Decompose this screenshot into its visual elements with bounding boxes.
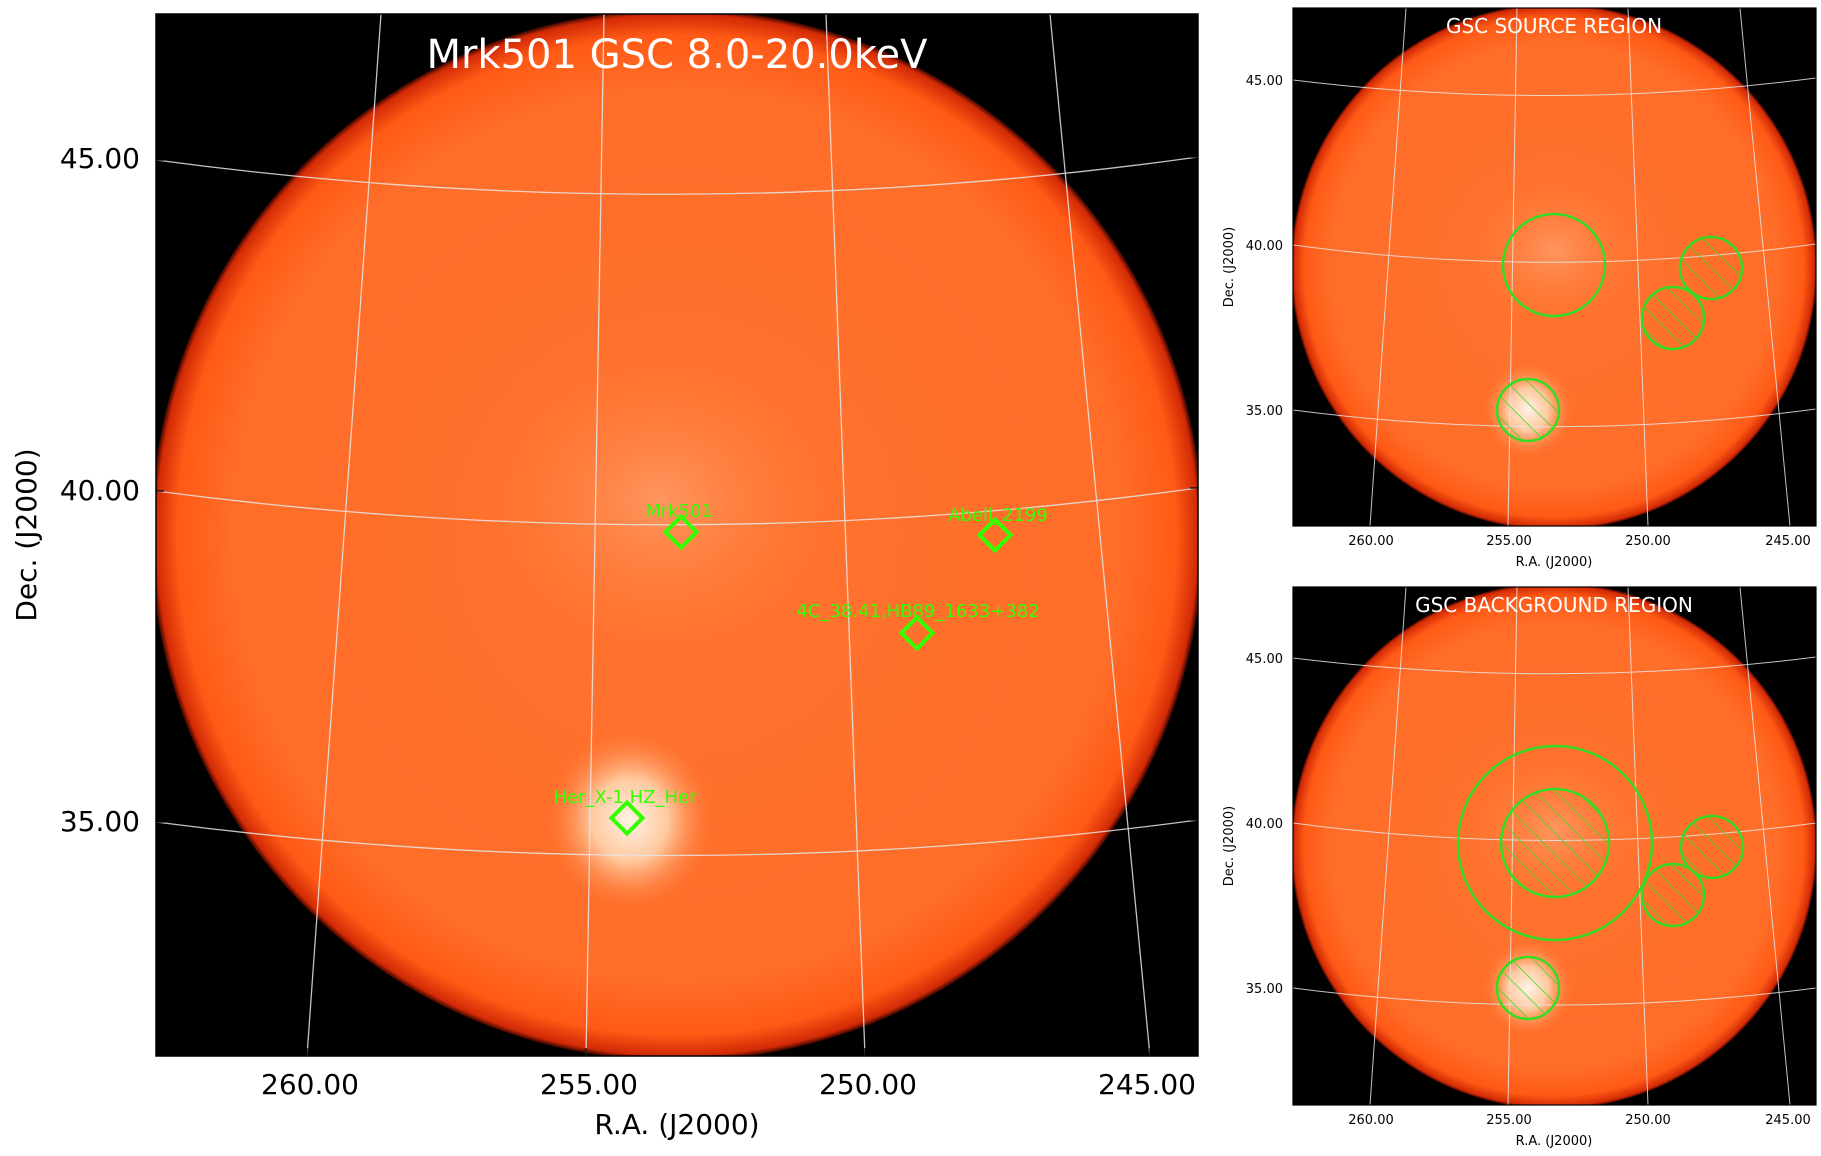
background-annulus-outer — [1456, 744, 1654, 942]
main-ylabel: Dec. (J2000) — [10, 448, 43, 621]
label-herx1: Her_X-1,HZ_Her — [554, 787, 698, 808]
main-title: Mrk501 GSC 8.0-20.0keV — [426, 32, 928, 78]
main-grid-dec-35 — [156, 819, 1198, 857]
source-excluded-herx1 — [1495, 377, 1561, 443]
background-excluded-abell2199 — [1679, 814, 1745, 880]
main-grid-dec-45 — [156, 156, 1198, 195]
background-region-panel: GSC BACKGROUND REGION 45.00 40.00 35.00 … — [1222, 586, 1817, 1149]
source-extraction-circle — [1501, 212, 1607, 318]
marker-herx1 — [608, 799, 646, 837]
background-panel-regions — [1495, 787, 1745, 1021]
background-excluded-herx1 — [1495, 955, 1561, 1021]
source-excluded-4c3841 — [1640, 285, 1706, 351]
source-ytick-40: 40.00 — [1246, 239, 1283, 254]
source-xlabel: R.A. (J2000) — [1516, 555, 1593, 570]
source-xtick-245: 245.00 — [1765, 534, 1811, 549]
background-excluded-4c3841 — [1640, 862, 1706, 928]
background-panel-frame — [1292, 586, 1817, 1106]
main-grid-ra-255 — [585, 14, 605, 1056]
main-xtick-260: 260.00 — [261, 1068, 359, 1101]
background-ytick-35: 35.00 — [1246, 982, 1283, 997]
label-mrk501: Mrk501 — [645, 501, 713, 522]
main-ytick-45: 45.00 — [60, 142, 140, 175]
marker-4c3841 — [898, 614, 936, 652]
main-faint-emission — [460, 330, 860, 670]
background-ytick-40: 40.00 — [1246, 817, 1283, 832]
source-ylabel: Dec. (J2000) — [1222, 227, 1237, 307]
main-grid-dec-40 — [156, 487, 1198, 526]
background-xtick-250: 250.00 — [1625, 1113, 1671, 1128]
main-grid-ra-245 — [1049, 14, 1151, 1056]
marker-abell2199 — [976, 516, 1014, 554]
background-xlabel: R.A. (J2000) — [1516, 1134, 1593, 1149]
source-region-panel: GSC SOURCE REGION 45.00 40.00 35.00 260.… — [1222, 7, 1817, 570]
source-panel-frame — [1292, 7, 1817, 527]
background-ylabel: Dec. (J2000) — [1222, 806, 1237, 886]
main-panel: Mrk501 Abell_2199 4C_38.41,HB89_1633+382… — [10, 13, 1199, 1141]
background-xtick-260: 260.00 — [1348, 1113, 1394, 1128]
source-panel-faint-emission — [1460, 170, 1650, 330]
main-frame-ticks — [156, 156, 1198, 1056]
main-bright-source-glow — [545, 728, 715, 912]
source-xtick-260: 260.00 — [1348, 534, 1394, 549]
source-ytick-35: 35.00 — [1246, 404, 1283, 419]
main-xtick-245: 245.00 — [1098, 1068, 1196, 1101]
main-source-markers — [608, 513, 1014, 837]
main-frame — [155, 13, 1199, 1057]
label-4c3841: 4C_38.41,HB89_1633+382 — [796, 601, 1039, 622]
source-panel-title: GSC SOURCE REGION — [1446, 14, 1662, 38]
source-xtick-255: 255.00 — [1486, 534, 1532, 549]
background-excluded-center — [1499, 787, 1611, 899]
main-ytick-35: 35.00 — [60, 805, 140, 838]
main-grid-ra-250 — [825, 14, 866, 1056]
background-xtick-255: 255.00 — [1486, 1113, 1532, 1128]
main-xtick-255: 255.00 — [540, 1068, 638, 1101]
background-xtick-245: 245.00 — [1765, 1113, 1811, 1128]
source-excluded-abell2199 — [1678, 235, 1744, 301]
label-abell2199: Abell_2199 — [948, 505, 1048, 526]
source-ytick-45: 45.00 — [1246, 74, 1283, 89]
main-ytick-40: 40.00 — [60, 474, 140, 507]
main-xlabel: R.A. (J2000) — [594, 1108, 759, 1141]
main-grid-ra-260 — [306, 14, 382, 1056]
background-ytick-45: 45.00 — [1246, 652, 1283, 667]
background-panel-title: GSC BACKGROUND REGION — [1415, 593, 1693, 617]
marker-mrk501 — [662, 513, 700, 551]
source-xtick-250: 250.00 — [1625, 534, 1671, 549]
source-panel-regions — [1495, 235, 1744, 443]
main-xtick-250: 250.00 — [819, 1068, 917, 1101]
main-coordinate-grid — [156, 14, 1198, 1056]
